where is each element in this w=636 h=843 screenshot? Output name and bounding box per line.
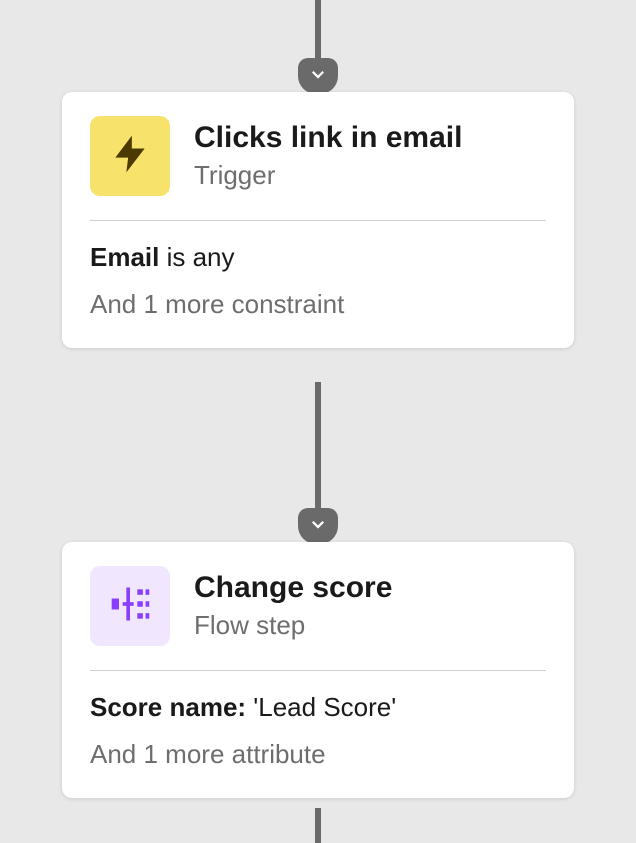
connector-bottom [315, 808, 321, 843]
collapse-button-flowstep[interactable] [298, 508, 338, 544]
collapse-button-trigger[interactable] [298, 58, 338, 94]
detail-bold: Email [90, 242, 159, 272]
flow-icon [108, 582, 152, 631]
divider [90, 670, 546, 671]
card-heading: Clicks link in email Trigger [194, 121, 462, 191]
card-header: Clicks link in email Trigger [90, 116, 546, 196]
card-title: Clicks link in email [194, 121, 462, 154]
chevron-down-icon [309, 515, 327, 538]
divider [90, 220, 546, 221]
card-heading: Change score Flow step [194, 571, 392, 641]
more-attributes: And 1 more attribute [90, 739, 546, 770]
card-title: Change score [194, 571, 392, 604]
trigger-icon-tile [90, 116, 170, 196]
card-subtitle: Trigger [194, 160, 462, 191]
detail-rest: is any [159, 242, 234, 272]
detail-rest: 'Lead Score' [246, 692, 396, 722]
detail-line: Score name: 'Lead Score' [90, 691, 546, 725]
detail-line: Email is any [90, 241, 546, 275]
lightning-icon [108, 132, 152, 181]
more-constraints: And 1 more constraint [90, 289, 546, 320]
card-header: Change score Flow step [90, 566, 546, 646]
card-subtitle: Flow step [194, 610, 392, 641]
trigger-card[interactable]: Clicks link in email Trigger Email is an… [62, 92, 574, 348]
flowstep-icon-tile [90, 566, 170, 646]
chevron-down-icon [309, 65, 327, 88]
detail-bold: Score name: [90, 692, 246, 722]
flow-canvas: Clicks link in email Trigger Email is an… [0, 0, 636, 843]
flowstep-card[interactable]: Change score Flow step Score name: 'Lead… [62, 542, 574, 798]
